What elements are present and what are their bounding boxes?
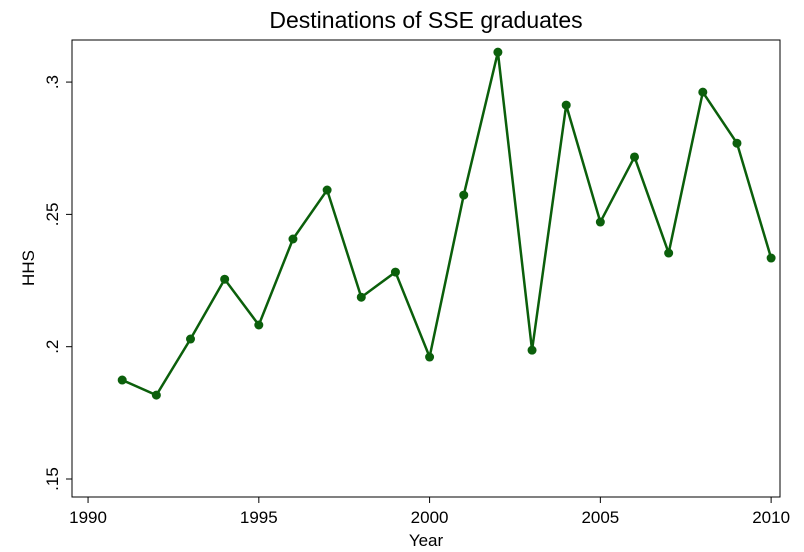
y-tick-label: .2 [43,340,62,354]
plot-frame [71,39,781,498]
data-point [595,217,605,227]
data-point [527,345,537,355]
data-point [220,274,230,284]
x-tick-label: 2005 [581,508,619,527]
data-point [254,320,264,330]
data-point [630,152,640,162]
y-tick-label: .3 [43,75,62,89]
x-tick-label: 2010 [752,508,790,527]
data-point [390,267,400,277]
chart-title: Destinations of SSE graduates [269,7,582,33]
data-point [186,334,196,344]
y-axis-label: HHS [19,250,38,286]
data-point [322,185,332,195]
data-point [288,234,298,244]
data-point [766,253,776,263]
series-line [121,51,773,397]
data-point [356,292,366,302]
x-tick-label: 1995 [240,508,278,527]
y-tick-label: .25 [43,203,62,227]
y-tick-label: .15 [43,467,62,491]
data-point [117,375,127,385]
data-point [664,248,674,258]
data-point [459,190,469,200]
data-point [151,390,161,400]
data-point [698,87,708,97]
data-point [561,100,571,110]
data-point [732,138,742,148]
x-tick-label: 1990 [69,508,107,527]
x-tick-label: 2000 [411,508,449,527]
data-point [493,47,503,57]
data-point [425,352,435,362]
x-axis-label: Year [409,531,444,550]
